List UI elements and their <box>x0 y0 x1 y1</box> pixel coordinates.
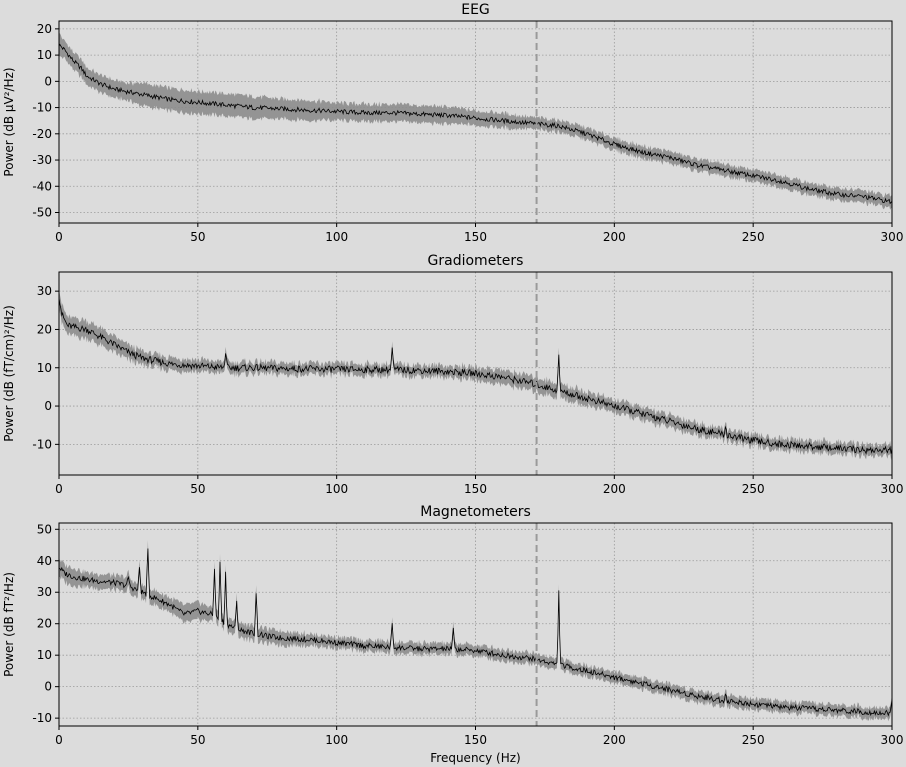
x-tick-label: 150 <box>464 733 487 747</box>
chart-panel-3: 0 50 100 150 200 250 30050403020100-10Magnetom… <box>2 504 903 765</box>
x-tick-label: 250 <box>742 482 765 496</box>
x-tick-label: 250 <box>742 733 765 747</box>
chart-panel-2: 0 50 100 150 200 250 3003020100-10Gradiometers… <box>2 253 903 496</box>
x-axis-label: Frequency (Hz) <box>430 751 521 765</box>
x-tick-label: 150 <box>464 482 487 496</box>
x-tick-label: 100 <box>325 230 348 244</box>
x-tick-label: 300 <box>881 230 904 244</box>
y-tick-label: 30 <box>37 284 52 298</box>
x-tick-label: 50 <box>190 482 205 496</box>
x-tick-label: 250 <box>742 230 765 244</box>
x-tick-label: 200 <box>603 733 626 747</box>
y-tick-label: -10 <box>32 101 52 115</box>
y-tick-label: 10 <box>37 648 52 662</box>
y-tick-label: 50 <box>37 522 52 536</box>
x-tick-label: 200 <box>603 230 626 244</box>
x-tick-label: 300 <box>881 482 904 496</box>
chart-panel-1: 0 50 100 150 200 250 30020100-10-20-30-40-50EE… <box>2 2 903 244</box>
series-line <box>58 548 893 717</box>
x-tick-label: 0 <box>55 733 63 747</box>
series-line <box>58 298 893 455</box>
y-tick-label: -40 <box>32 179 52 193</box>
y-tick-label: -30 <box>32 153 52 167</box>
y-axis-label: Power (dB fT²/Hz) <box>2 572 16 677</box>
x-tick-label: 200 <box>603 482 626 496</box>
y-tick-label: 10 <box>37 48 52 62</box>
series-band <box>59 289 892 461</box>
y-tick-label: 0 <box>44 74 52 88</box>
chart-title: Magnetometers <box>420 504 531 520</box>
y-axis-label: Power (dB µV²/Hz) <box>2 67 16 176</box>
x-tick-label: 100 <box>325 482 348 496</box>
series-line <box>58 43 893 205</box>
series-band <box>59 33 892 210</box>
x-tick-label: 0 <box>55 482 63 496</box>
y-tick-label: 0 <box>44 399 52 413</box>
chart-title: EEG <box>461 2 490 18</box>
y-tick-label: 0 <box>44 680 52 694</box>
y-tick-label: 20 <box>37 617 52 631</box>
x-tick-label: 150 <box>464 230 487 244</box>
y-tick-label: 30 <box>37 585 52 599</box>
y-tick-label: 20 <box>37 22 52 36</box>
series-band <box>59 540 892 722</box>
chart-title: Gradiometers <box>428 253 524 269</box>
x-tick-label: 50 <box>190 733 205 747</box>
x-tick-label: 300 <box>881 733 904 747</box>
x-tick-label: 0 <box>55 230 63 244</box>
y-tick-label: -10 <box>32 437 52 451</box>
x-tick-label: 100 <box>325 733 348 747</box>
x-tick-label: 50 <box>190 230 205 244</box>
y-tick-label: -20 <box>32 127 52 141</box>
y-tick-label: 10 <box>37 361 52 375</box>
y-tick-label: 20 <box>37 322 52 336</box>
y-tick-label: 40 <box>37 554 52 568</box>
y-axis-label: Power (dB (fT/cm)²/Hz) <box>2 305 16 442</box>
y-tick-label: -10 <box>32 711 52 725</box>
y-tick-label: -50 <box>32 206 52 220</box>
